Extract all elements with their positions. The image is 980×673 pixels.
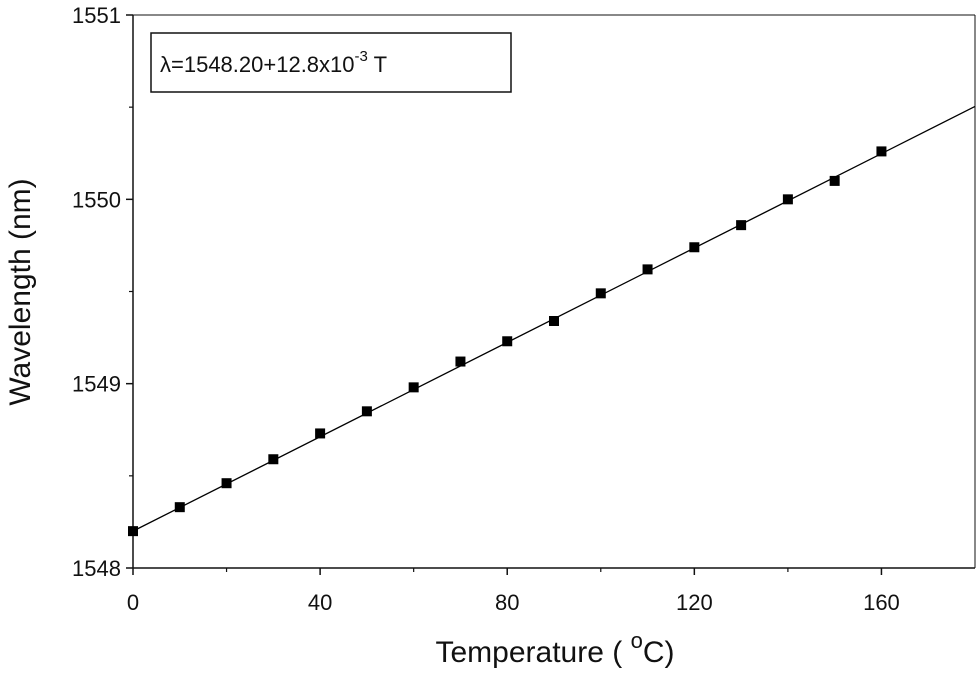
y-tick-label: 1551: [72, 3, 121, 28]
y-axis-ticks: 1548 1549 1550 1551: [72, 3, 133, 581]
x-axis-ticks: 0 40 80 120 160: [127, 568, 900, 615]
data-point: [408, 382, 419, 393]
y-axis-title: Wavelength (nm): [4, 178, 37, 405]
x-axis-title-main: Temperature (: [436, 636, 631, 669]
data-point: [829, 175, 840, 186]
x-tick-label: 120: [676, 590, 713, 615]
data-point: [782, 194, 793, 205]
data-point: [268, 454, 279, 465]
equation-exponent: -3: [355, 48, 368, 65]
plot-frame: [132, 14, 976, 569]
data-point: [502, 336, 513, 347]
y-tick-label: 1548: [72, 556, 121, 581]
x-tick-label: 160: [863, 590, 900, 615]
x-tick-label: 40: [308, 590, 332, 615]
data-point: [315, 428, 326, 439]
equation-main: λ=1548.20+12.8x10: [160, 52, 355, 77]
data-point: [642, 264, 653, 275]
data-point: [595, 288, 606, 299]
data-points: [128, 146, 887, 537]
x-axis-title: Temperature ( oC): [436, 628, 675, 669]
data-point: [549, 315, 559, 326]
data-point: [736, 220, 747, 231]
data-point: [174, 502, 185, 513]
data-point: [361, 406, 372, 417]
equation-annotation: λ=1548.20+12.8x10-3 T: [160, 48, 387, 77]
data-point: [455, 356, 466, 367]
y-tick-label: 1550: [72, 187, 121, 212]
x-axis-title-tail: C): [643, 636, 675, 669]
data-point: [689, 242, 700, 253]
x-axis-title-sup: o: [631, 628, 643, 653]
equation-tail: T: [368, 52, 387, 77]
x-tick-label: 0: [127, 590, 139, 615]
equation-box: [150, 32, 512, 93]
y-tick-label: 1549: [72, 372, 121, 397]
x-tick-label: 80: [495, 590, 519, 615]
data-point: [876, 146, 887, 157]
data-point: [221, 478, 232, 489]
data-point: [128, 526, 138, 537]
